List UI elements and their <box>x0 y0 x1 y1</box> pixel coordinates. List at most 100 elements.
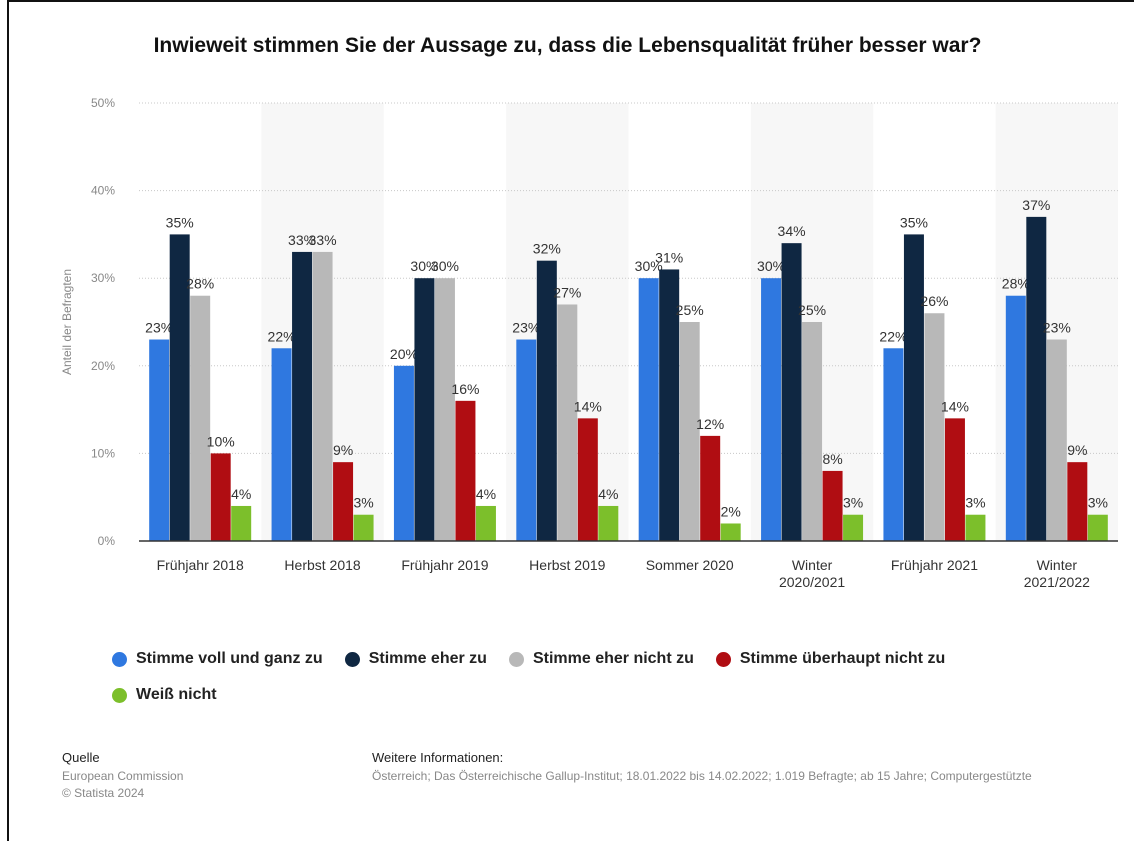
x-tick-label: Herbst 2019 <box>529 557 605 573</box>
bar-value-label: 28% <box>186 276 214 292</box>
bar <box>761 278 782 541</box>
bar <box>1005 295 1026 541</box>
bar-value-label: 12% <box>696 416 724 432</box>
bar-value-label: 14% <box>574 398 602 414</box>
bar-value-label: 3% <box>843 495 863 511</box>
bar-value-label: 4% <box>231 486 251 502</box>
bar-value-label: 27% <box>553 284 581 300</box>
bar <box>802 322 823 541</box>
bar <box>169 234 190 541</box>
bar <box>700 435 721 541</box>
bar-value-label: 33% <box>309 232 337 248</box>
bar <box>720 523 741 541</box>
bar <box>475 505 496 541</box>
bar <box>271 348 292 541</box>
legend-swatch <box>112 687 127 703</box>
legend-swatch <box>112 651 127 667</box>
bar <box>292 251 313 542</box>
bar <box>1046 339 1067 541</box>
legend-item: Stimme überhaupt nicht zu <box>715 650 946 668</box>
x-tick-label: Frühjahr 2019 <box>401 557 488 573</box>
bar <box>944 418 965 541</box>
y-tick-label: 30% <box>91 271 115 285</box>
legend: Stimme voll und ganz zu Stimme eher zu Sti… <box>112 648 1112 720</box>
legend-item: Weiß nicht <box>112 686 217 704</box>
bar <box>965 514 986 541</box>
bar-value-label: 9% <box>1067 442 1087 458</box>
bar-value-label: 31% <box>655 249 683 265</box>
bar <box>190 295 211 541</box>
source-block: Quelle European Commission © Statista 20… <box>62 750 183 802</box>
x-tick-label: 2020/2021 <box>779 574 845 590</box>
bar <box>393 365 414 541</box>
bar <box>679 322 700 541</box>
bar-value-label: 32% <box>533 241 561 257</box>
chart-title: Inwieweit stimmen Sie der Aussage zu, da… <box>153 34 982 57</box>
bar-value-label: 34% <box>778 223 806 239</box>
x-tick-label: Frühjahr 2021 <box>891 557 978 573</box>
legend-swatch <box>344 651 360 667</box>
bar-value-label: 3% <box>965 495 985 511</box>
bar-value-label: 30% <box>431 258 459 274</box>
x-tick-label: Herbst 2018 <box>284 557 360 573</box>
source-heading: Quelle <box>62 750 100 765</box>
y-tick-label: 50% <box>91 96 115 110</box>
bar-value-label: 35% <box>900 214 928 230</box>
x-tick-label: Winter <box>792 557 833 573</box>
bar <box>659 269 680 541</box>
bar-value-label: 30% <box>757 258 785 274</box>
bar <box>516 339 537 541</box>
y-tick-label: 20% <box>91 359 115 373</box>
bar-value-label: 9% <box>333 442 353 458</box>
legend-row: Stimme voll und ganz zu Stimme eher zu Sti… <box>112 648 1112 670</box>
bar-value-label: 3% <box>353 495 373 511</box>
y-tick-label: 10% <box>91 446 115 460</box>
bar-value-label: 23% <box>512 320 540 336</box>
bar <box>455 400 476 541</box>
y-axis-label: Anteil der Befragten <box>60 269 74 375</box>
bar <box>903 234 924 541</box>
legend-label: Stimme voll und ganz zu <box>136 650 323 667</box>
legend-swatch <box>715 651 731 667</box>
x-tick-label: 2021/2022 <box>1024 574 1090 590</box>
legend-label: Stimme überhaupt nicht zu <box>739 650 946 667</box>
bar-value-label: 30% <box>635 258 663 274</box>
legend-label: Stimme eher nicht zu <box>532 650 694 667</box>
bar <box>1026 216 1047 541</box>
info-heading: Weitere Informationen: <box>372 750 504 765</box>
bar-value-label: 33% <box>288 232 316 248</box>
bar-value-label: 10% <box>207 433 235 449</box>
bar <box>536 260 557 541</box>
bar <box>577 418 598 541</box>
bar <box>843 514 864 541</box>
bar <box>231 505 252 541</box>
bar-value-label: 25% <box>676 302 704 318</box>
bar <box>353 514 374 541</box>
bar <box>781 243 802 541</box>
bar-value-label: 23% <box>145 320 173 336</box>
x-tick-label: Frühjahr 2018 <box>157 557 244 573</box>
bar <box>434 278 455 541</box>
bar-value-label: 37% <box>1022 197 1050 213</box>
bar-value-label: 2% <box>721 503 741 519</box>
y-tick-label: 0% <box>98 534 116 548</box>
legend-item: Stimme voll und ganz zu <box>112 650 323 668</box>
y-tick-label: 40% <box>91 184 115 198</box>
bar-value-label: 22% <box>879 328 907 344</box>
bar-value-label: 25% <box>798 302 826 318</box>
bar <box>1087 514 1108 541</box>
bar <box>1067 462 1088 541</box>
legend-swatch <box>508 651 524 667</box>
bar-chart: 0% 10% 20% 30% 40% 50% Anteil der Befragten 23%… <box>60 96 1118 590</box>
legend-item: Stimme eher zu <box>344 650 487 668</box>
bar-value-label: 3% <box>1088 495 1108 511</box>
bar-value-label: 16% <box>451 381 479 397</box>
copyright-line: © Statista 2024 <box>62 786 145 800</box>
bar <box>149 339 170 541</box>
bar <box>598 505 619 541</box>
bar <box>414 278 435 541</box>
bar <box>883 348 904 541</box>
bar-value-label: 20% <box>390 346 418 362</box>
bar <box>333 462 354 541</box>
bar <box>924 313 945 541</box>
